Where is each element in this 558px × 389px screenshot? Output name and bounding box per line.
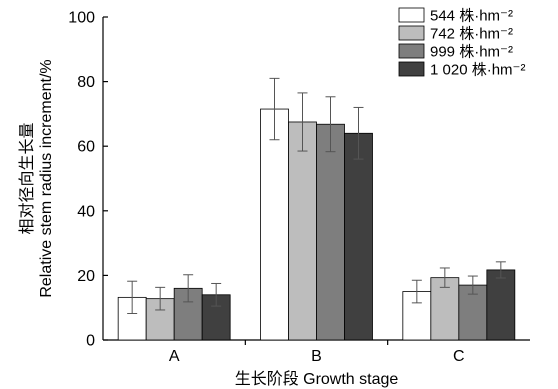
legend-label: 742 株·hm⁻² bbox=[430, 26, 513, 43]
x-tick-label: A bbox=[169, 348, 180, 365]
error-bars bbox=[127, 77, 506, 315]
legend-swatch bbox=[398, 25, 425, 41]
legend-swatch bbox=[398, 61, 425, 77]
bar bbox=[486, 269, 516, 341]
y-tick-label: 0 bbox=[86, 333, 95, 350]
x-tick-label: B bbox=[311, 348, 322, 365]
y-tick-label: 60 bbox=[77, 139, 95, 156]
x-axis-label: 生长阶段 Growth stage bbox=[235, 370, 399, 388]
legend-swatch bbox=[398, 7, 425, 23]
legend-label: 999 株·hm⁻² bbox=[430, 44, 513, 61]
bar bbox=[260, 108, 289, 341]
y-tick-label: 40 bbox=[77, 203, 95, 220]
y-tick-label: 100 bbox=[68, 10, 95, 27]
y-tick-label: 20 bbox=[77, 268, 95, 285]
bar bbox=[288, 121, 317, 341]
legend-label: 544 株·hm⁻² bbox=[430, 8, 513, 25]
y-axis-label-cn: 相对径向生长量 bbox=[18, 122, 36, 234]
legend-swatch bbox=[398, 43, 425, 59]
legend-label: 1 020 株·hm⁻² bbox=[430, 62, 525, 79]
bar bbox=[344, 132, 373, 341]
bar bbox=[316, 123, 345, 341]
bars bbox=[117, 108, 516, 341]
y-axis-label-en: Relative stem radius increment/% bbox=[38, 59, 55, 297]
x-tick-label: C bbox=[453, 348, 465, 365]
y-tick-label: 80 bbox=[77, 74, 95, 91]
